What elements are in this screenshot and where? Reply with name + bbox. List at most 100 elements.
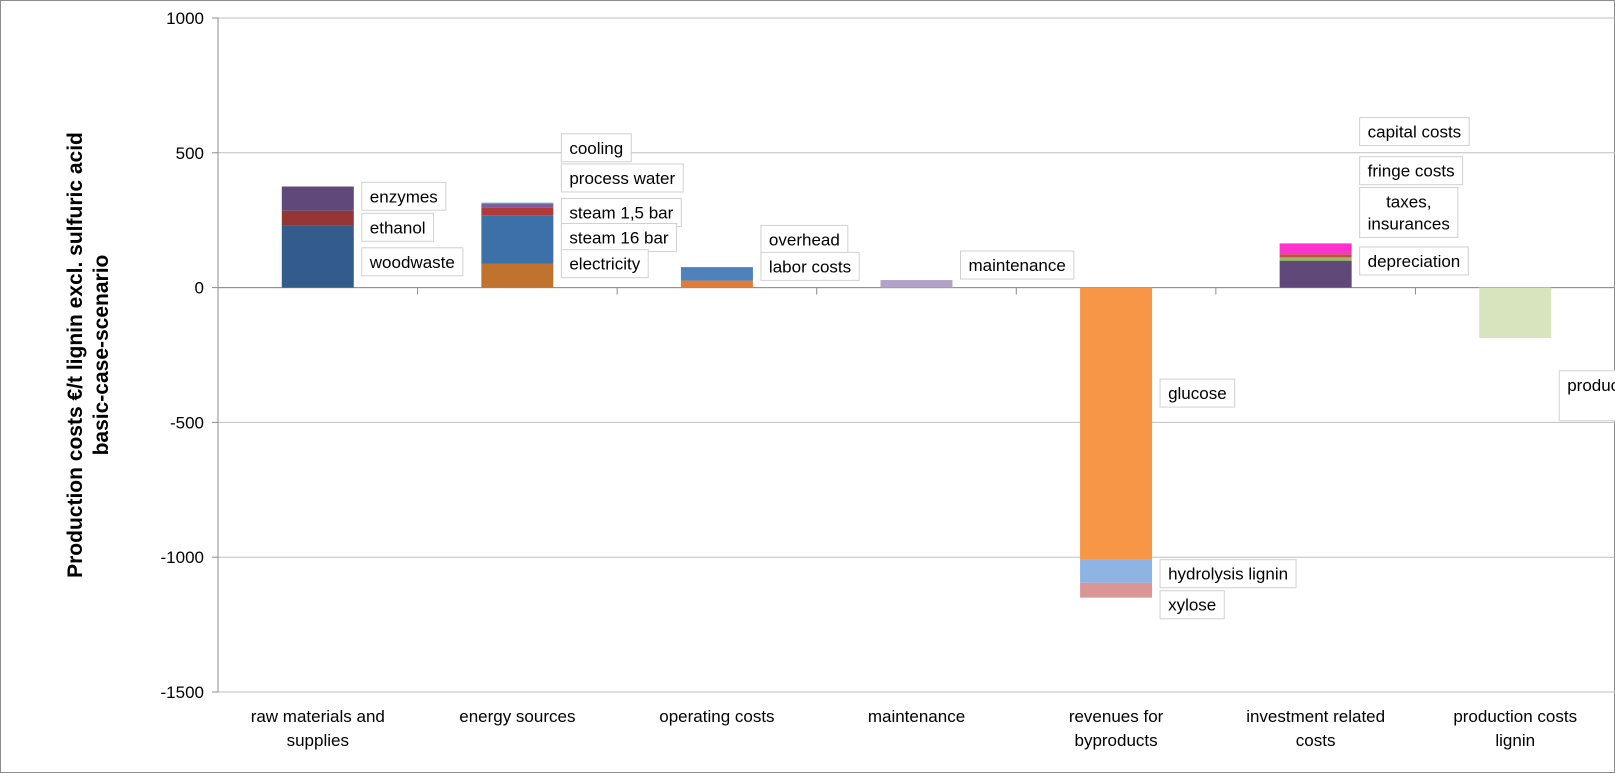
bar-segment bbox=[1279, 243, 1352, 255]
data-label: fringe costs bbox=[1359, 156, 1464, 186]
data-label: process water bbox=[560, 163, 684, 193]
x-category-label: production costs bbox=[1453, 707, 1577, 726]
x-category-label: maintenance bbox=[868, 707, 965, 726]
data-label: enzymes bbox=[361, 181, 447, 211]
data-label-box bbox=[1359, 117, 1470, 147]
data-label-box bbox=[960, 250, 1075, 280]
data-label: ethanol bbox=[361, 212, 435, 242]
data-label: taxes, insurances bbox=[1359, 186, 1459, 238]
data-label-box bbox=[361, 212, 435, 242]
data-label-text: process water bbox=[569, 169, 675, 188]
x-category-label: operating costs bbox=[659, 707, 774, 726]
data-label-text: overhead bbox=[769, 230, 840, 249]
data-label: electricity bbox=[560, 249, 649, 279]
data-label-box bbox=[560, 163, 684, 193]
data-label-box bbox=[560, 223, 678, 253]
bar-segment bbox=[1080, 559, 1153, 583]
data-label-text: ethanol bbox=[370, 218, 426, 237]
bar-segment bbox=[1080, 287, 1153, 560]
data-label-text: hydrolysis lignin bbox=[1168, 565, 1288, 584]
bar-segment bbox=[1279, 260, 1352, 288]
bar-segment bbox=[1080, 582, 1153, 598]
bar-segment bbox=[281, 210, 354, 226]
data-label-box bbox=[760, 251, 860, 281]
data-label-box bbox=[560, 197, 682, 227]
bar-segment bbox=[1279, 254, 1352, 258]
bar-segment bbox=[680, 267, 753, 281]
y-axis-title: basic-case-scenario bbox=[90, 255, 113, 456]
data-label-text: electricity bbox=[569, 255, 640, 274]
data-label-text: labor costs bbox=[769, 257, 851, 276]
data-label: cooling bbox=[560, 133, 632, 163]
data-label: production costs lignin;-187,01 € bbox=[1558, 370, 1615, 422]
data-label: glucose bbox=[1159, 378, 1236, 408]
data-label-box bbox=[1359, 246, 1469, 276]
data-label-box bbox=[361, 181, 447, 211]
data-label-box bbox=[560, 249, 649, 279]
data-label-text: depreciation bbox=[1368, 252, 1461, 271]
y-tick-label: -1500 bbox=[161, 683, 204, 702]
y-tick-label: -1000 bbox=[161, 548, 204, 567]
bars bbox=[281, 186, 1552, 598]
data-label-box bbox=[361, 247, 464, 277]
x-category-label: lignin bbox=[1495, 731, 1535, 750]
data-label: depreciation bbox=[1359, 246, 1469, 276]
data-label-box bbox=[1558, 370, 1615, 422]
data-label: capital costs bbox=[1359, 117, 1470, 147]
bar-segment bbox=[1279, 257, 1352, 261]
y-axis-title: Production costs €/t lignin excl. sulfur… bbox=[64, 132, 87, 578]
x-category-label: raw materials and bbox=[251, 707, 385, 726]
data-label: overhead bbox=[760, 224, 849, 254]
data-label-text: capital costs bbox=[1368, 123, 1462, 142]
data-label: steam 16 bar bbox=[560, 223, 678, 253]
data-label-text: maintenance bbox=[969, 256, 1066, 275]
bar-segment bbox=[1479, 287, 1552, 339]
data-label-box bbox=[1159, 378, 1236, 408]
x-category-label: costs bbox=[1296, 731, 1336, 750]
data-label: xylose bbox=[1159, 590, 1225, 620]
data-label-box bbox=[1159, 590, 1225, 620]
bar-segment bbox=[481, 204, 554, 208]
y-tick-label: -500 bbox=[170, 413, 204, 432]
data-label-text: steam 16 bar bbox=[569, 229, 669, 248]
data-label: steam 1,5 bar bbox=[560, 197, 682, 227]
x-category-label: byproducts bbox=[1074, 731, 1157, 750]
bar-segment bbox=[481, 207, 554, 216]
bar-segment bbox=[481, 215, 554, 264]
data-label-text: woodwaste bbox=[369, 253, 455, 272]
x-category-label: revenues for bbox=[1069, 707, 1164, 726]
x-category-label: energy sources bbox=[459, 707, 575, 726]
x-category-label: investment related bbox=[1246, 707, 1385, 726]
data-label-text: production costs lignin; bbox=[1567, 376, 1615, 395]
bar-segment bbox=[680, 280, 753, 288]
labels: 1000 500 0 -500 -1000 -1500 raw materials and s… bbox=[64, 9, 1577, 750]
y-tick-label: 1000 bbox=[166, 9, 204, 28]
data-label-box bbox=[1359, 156, 1464, 186]
bar-segment bbox=[481, 263, 554, 288]
data-label-text: steam 1,5 bar bbox=[569, 203, 673, 222]
data-label-text: xylose bbox=[1168, 596, 1216, 615]
data-label-text: fringe costs bbox=[1368, 162, 1455, 181]
y-tick-label: 500 bbox=[176, 144, 204, 163]
data-label-text: insurances bbox=[1368, 214, 1450, 233]
data-label-box bbox=[1359, 186, 1459, 238]
data-label: woodwaste bbox=[361, 247, 464, 277]
data-label-box bbox=[1159, 559, 1297, 589]
data-label-box bbox=[760, 224, 849, 254]
bar-segment bbox=[281, 186, 354, 211]
data-label-text: glucose bbox=[1168, 384, 1227, 403]
x-category-label: supplies bbox=[287, 731, 349, 750]
data-label-text: taxes, bbox=[1386, 192, 1431, 211]
data-label: maintenance bbox=[960, 250, 1075, 280]
bar-segment bbox=[481, 202, 554, 205]
data-label: labor costs bbox=[760, 251, 860, 281]
data-label-text: enzymes bbox=[370, 187, 438, 206]
annotations: enzymes ethanol woodwaste cooling process wa… bbox=[361, 117, 1615, 620]
data-label-text: cooling bbox=[569, 139, 623, 158]
bar-segment bbox=[880, 280, 953, 288]
data-label: hydrolysis lignin bbox=[1159, 559, 1297, 589]
bar-segment bbox=[281, 225, 354, 288]
